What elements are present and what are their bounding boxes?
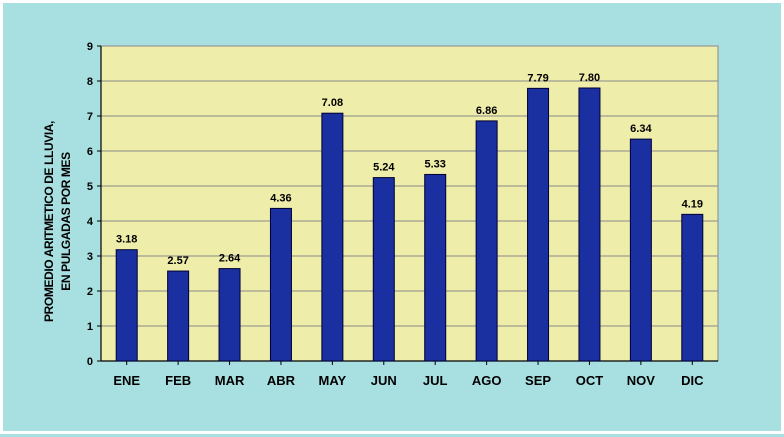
y-tick-label: 2 [87, 286, 93, 298]
bar-feb [167, 270, 190, 362]
data-label: 6.34 [630, 123, 652, 135]
data-label: 4.36 [270, 192, 291, 204]
x-tick-label: SEP [525, 373, 551, 388]
x-tick-label: ABR [267, 373, 296, 388]
bar-mar [218, 268, 241, 362]
y-tick-label: 5 [87, 181, 93, 193]
x-tick-label: DIC [681, 373, 704, 388]
y-tick-label: 4 [87, 216, 94, 228]
data-label: 3.18 [116, 234, 137, 246]
y-tick-label: 7 [87, 111, 93, 123]
x-tick-label: AGO [472, 373, 502, 388]
x-tick-label: ENE [113, 373, 140, 388]
data-label: 4.19 [682, 198, 703, 210]
data-label: 7.79 [527, 72, 548, 84]
plot-area [100, 45, 719, 362]
x-tick-label: JUN [371, 373, 397, 388]
bar-abr [269, 207, 292, 362]
y-tick-label: 6 [87, 146, 93, 158]
bar-nov [629, 138, 652, 362]
bar-sep [527, 87, 550, 362]
y-tick-label: 0 [87, 356, 93, 368]
data-label: 5.33 [424, 158, 445, 170]
y-axis-title-line: EN PULGADAS POR MES [59, 152, 73, 291]
y-tick-label: 1 [87, 321, 93, 333]
x-tick-label: JUL [423, 373, 448, 388]
bar-jul [424, 173, 447, 362]
bar-oct [578, 87, 601, 362]
y-tick-label: 3 [87, 251, 93, 263]
y-tick-label: 8 [87, 76, 93, 88]
y-axis-title-line: PROMEDIO ARITMETICO DE LLUVIA, [42, 121, 56, 322]
x-tick-label: MAR [215, 373, 245, 388]
x-tick-label: OCT [576, 373, 604, 388]
data-label: 7.08 [322, 97, 343, 109]
bar-jun [372, 177, 395, 362]
data-label: 7.80 [579, 72, 600, 84]
x-tick-label: MAY [319, 373, 347, 388]
bar-dic [681, 213, 704, 362]
x-tick-label: NOV [627, 373, 656, 388]
data-label: 2.64 [219, 253, 241, 265]
bar-chart: 0 1 2 3 4 5 6 7 8 9 3.18 ENE 2.57 FEB 2.64 MAR 4.36 ABR 7.… [42, 41, 719, 388]
data-label: 5.24 [373, 162, 395, 174]
bar-ene [115, 249, 138, 362]
bar-may [321, 112, 344, 362]
x-tick-label: FEB [165, 373, 191, 388]
bar-ago [475, 120, 498, 362]
y-tick-label: 9 [87, 41, 93, 53]
data-label: 2.57 [167, 255, 188, 267]
data-label: 6.86 [476, 105, 497, 117]
